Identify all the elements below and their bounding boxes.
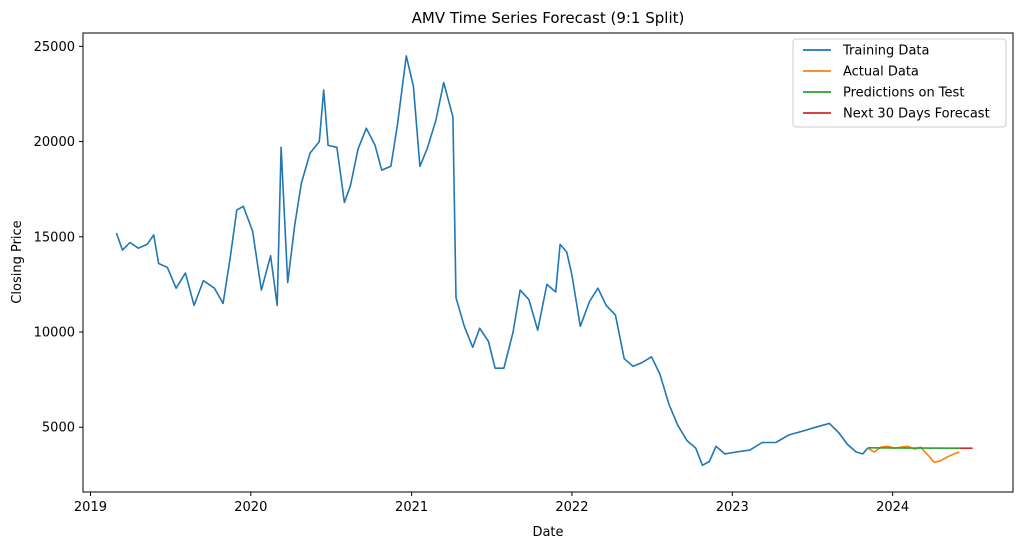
y-tick-label: 10000	[34, 326, 75, 341]
x-tick-label: 2024	[876, 500, 909, 515]
y-axis: 5000 10000 15000 20000 25000	[34, 40, 83, 436]
y-tick-label: 15000	[34, 230, 75, 245]
legend-label-predictions-on-test: Predictions on Test	[843, 86, 964, 101]
y-axis-title: Closing Price	[10, 220, 25, 303]
series-line-training-data	[115, 55, 869, 467]
x-tick-label: 2020	[234, 500, 267, 515]
x-tick-label: 2019	[74, 500, 107, 515]
series-layer	[115, 55, 973, 467]
x-tick-label: 2021	[395, 500, 428, 515]
y-tick-label: 25000	[34, 40, 75, 55]
y-tick-label: 20000	[34, 135, 75, 150]
x-tick-label: 2022	[555, 500, 588, 515]
y-tick-label: 5000	[42, 421, 75, 436]
legend: Training Data Actual Data Predictions on T…	[792, 38, 1007, 128]
x-axis-title: Date	[532, 525, 563, 540]
chart-title: AMV Time Series Forecast (9:1 Split)	[412, 9, 685, 27]
x-tick-label: 2023	[716, 500, 749, 515]
plot-frame	[82, 32, 1014, 493]
x-axis: 2019 2020 2021 2022 2023 2024	[74, 492, 909, 515]
legend-label-training-data: Training Data	[842, 44, 929, 59]
legend-box	[792, 38, 1007, 128]
legend-label-next-30-days-forecast: Next 30 Days Forecast	[843, 107, 990, 122]
legend-label-actual-data: Actual Data	[843, 65, 919, 80]
